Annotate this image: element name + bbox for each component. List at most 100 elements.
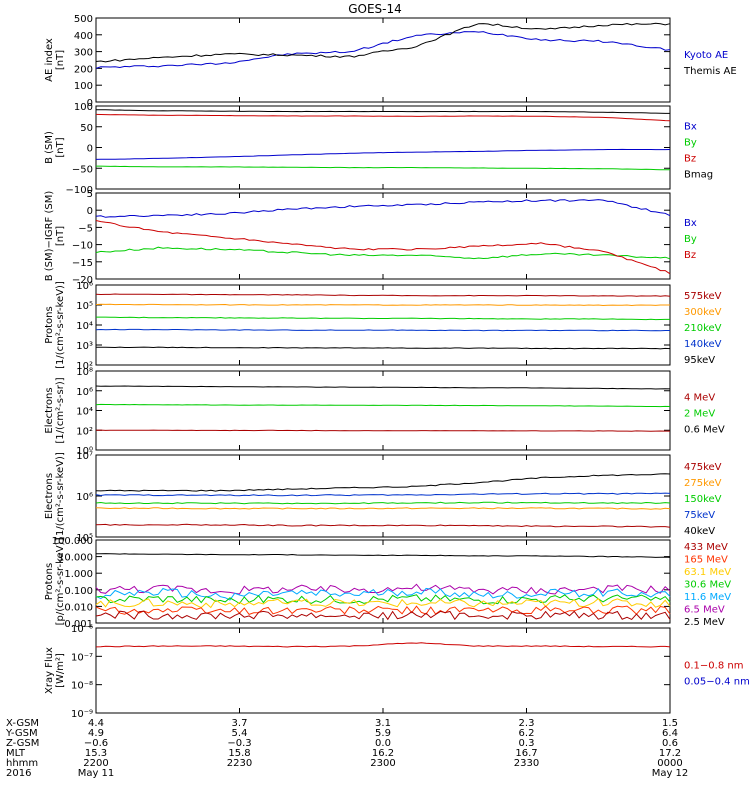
footer-row-label: 2016: [6, 768, 31, 779]
legend-entry: 140keV: [684, 339, 722, 350]
y-tick-label: 10²: [76, 361, 93, 372]
y-tick-label: 10⁴: [76, 407, 93, 418]
y-axis-label: AE index: [44, 38, 55, 82]
footer-value: 5.9: [375, 728, 391, 739]
series-line-275kev: [95, 507, 671, 510]
y-tick-label: 10⁰: [76, 446, 93, 457]
footer-value: 15.3: [85, 748, 107, 759]
y-tick-label: 0: [87, 98, 93, 109]
legend-entry: 4 MeV: [684, 393, 715, 404]
y-tick-label: 50: [80, 123, 93, 134]
y-tick-label: −50: [72, 164, 93, 175]
legend-entry: By: [684, 234, 697, 245]
footer-value: 6.2: [519, 728, 535, 739]
legend-entry: Kyoto AE: [684, 50, 728, 61]
series-line-by: [95, 246, 671, 260]
y-tick-label: 10⁻⁷: [71, 652, 93, 663]
y-tick-label: 10⁴: [76, 321, 93, 332]
y-tick-label: 0.100: [64, 586, 93, 597]
footer-value: 2330: [514, 758, 539, 769]
y-tick-label: 0.010: [64, 602, 93, 613]
y-tick-label: 1.000: [64, 569, 93, 580]
legend-entry: 300keV: [684, 307, 722, 318]
series-line-bx: [95, 199, 671, 218]
y-tick-label: 0: [87, 206, 93, 217]
series-line-300kev: [95, 303, 670, 307]
series-line-bx: [95, 148, 671, 160]
series-line-kyoto-ae: [95, 31, 671, 69]
y-tick-label: −10: [72, 241, 93, 252]
footer-value: 0.0: [375, 738, 391, 749]
legend-entry: Bmag: [684, 170, 713, 181]
y-tick-label: 300: [74, 48, 93, 59]
y-tick-label: 10⁻⁹: [71, 709, 93, 720]
legend-entry: 30.6 MeV: [684, 580, 731, 591]
series-line-210kev: [96, 316, 670, 321]
legend-entry: 575keV: [684, 291, 722, 302]
footer-row-label: Y-GSM: [5, 728, 38, 739]
footer-row-label: Z-GSM: [6, 738, 39, 749]
y-tick-label: 10⁵: [76, 301, 93, 312]
footer-value: 15.8: [228, 748, 250, 759]
y-tick-label: 10³: [76, 341, 93, 352]
series-line-2-5-mev: [96, 553, 671, 558]
y-axis-label: [p/(cm²-s-sr-keV)]: [55, 538, 66, 626]
y-tick-label: 100: [74, 102, 93, 113]
series-line-bz: [95, 113, 671, 122]
y-tick-label: −100: [66, 185, 93, 196]
footer-value: 16.7: [515, 748, 537, 759]
series-line-140kev: [95, 328, 670, 332]
y-axis-label: [nT]: [55, 50, 66, 70]
legend-entry: 275keV: [684, 478, 722, 489]
footer-value: 16.2: [372, 748, 394, 759]
legend-entry: 95keV: [684, 355, 715, 366]
footer-value: 0.3: [519, 738, 535, 749]
legend-entry: 0.05−0.4 nm: [684, 677, 750, 688]
series-line-575kev: [95, 293, 671, 297]
footer-value: 6.4: [662, 728, 678, 739]
footer-value: 3.1: [375, 718, 391, 729]
panel-frame-7: [95, 539, 671, 624]
y-axis-label: [1/(cm²-s-sr-keV)]: [55, 452, 66, 540]
y-tick-label: 200: [74, 64, 93, 75]
footer-value: 2300: [370, 758, 395, 769]
series-line-0-1-0-8-nm: [95, 642, 671, 648]
y-tick-label: 10²: [76, 426, 93, 437]
footer-value: 4.4: [88, 718, 104, 729]
legend-entry: 40keV: [684, 526, 715, 537]
y-tick-label: 500: [74, 14, 93, 25]
y-axis-label: [1/(cm²-s-sr)]: [55, 377, 66, 443]
series-line-433-mev: [95, 610, 671, 621]
legend-entry: 2.5 MeV: [684, 617, 725, 628]
footer-value: 2200: [83, 758, 108, 769]
legend-entry: Bz: [684, 250, 696, 261]
series-line-11-6-mev: [95, 587, 671, 601]
legend-entry: 210keV: [684, 323, 722, 334]
series-line-2-mev: [95, 403, 671, 408]
y-axis-label: [nT]: [55, 137, 66, 157]
footer-value: 4.9: [88, 728, 104, 739]
series-line-themis-ae: [95, 22, 671, 63]
footer-row-label: X-GSM: [6, 718, 39, 729]
legend-entry: Bx: [684, 122, 697, 133]
footer-value: 3.7: [232, 718, 248, 729]
footer-value: May 11: [78, 768, 115, 779]
footer-row-label: hhmm: [6, 758, 38, 769]
legend-entry: 11.6 MeV: [684, 592, 731, 603]
legend-entry: 150keV: [684, 494, 722, 505]
y-tick-label: 10⁶: [76, 281, 93, 292]
y-axis-label: [W/m²]: [55, 653, 66, 688]
y-tick-label: −5: [78, 223, 93, 234]
footer-value: 17.2: [659, 748, 681, 759]
series-line-150kev: [95, 501, 671, 505]
y-tick-label: 400: [74, 31, 93, 42]
panel-frame-8: [95, 627, 671, 714]
y-tick-label: −20: [72, 275, 93, 286]
y-tick-label: 10⁶: [76, 492, 93, 503]
footer-value: 0.6: [662, 738, 678, 749]
legend-entry: Bx: [684, 218, 697, 229]
series-line-95kev: [95, 346, 671, 350]
series-line-0-6-mev: [95, 385, 671, 390]
